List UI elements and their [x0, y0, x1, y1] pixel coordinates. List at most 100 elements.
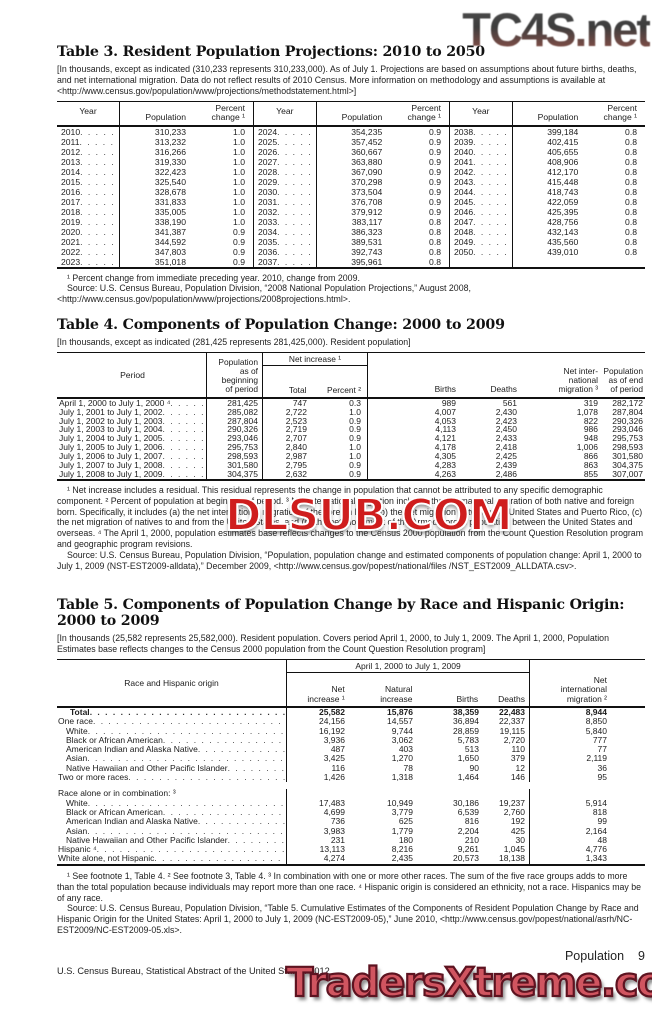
end-population-header: Population as of end of period	[603, 365, 643, 395]
table5: Race and Hispanic origin April 1, 2000 t…	[57, 658, 645, 866]
year-cell	[450, 256, 513, 267]
value-cell: 2,795	[285, 459, 307, 470]
table-row: July 1, 2006 to July 1, 2007 298,593 2,987…	[57, 452, 645, 461]
year-cell-label: 2034	[258, 226, 278, 237]
table-row: 2019 338,190 1.0 2033 383,117 0.8 2047 428,756 0…	[57, 216, 645, 227]
race-label-wrap: Asian	[57, 827, 286, 836]
leader-dots	[80, 217, 119, 227]
leader-dots	[473, 157, 512, 167]
year-cell: 2031	[254, 196, 317, 207]
value-cell: 282,172	[612, 397, 643, 408]
value-cell	[489, 789, 530, 799]
table-row: Black or African American 3,936 3,062 5,783…	[57, 735, 645, 746]
value-cell: 2,164	[585, 825, 607, 836]
percent-change-cell: 0.8	[625, 136, 637, 147]
population-cell: 310,233	[154, 126, 186, 137]
begin-population-header: Population as of beginning of period	[207, 352, 263, 397]
page-number: Population 9	[565, 949, 645, 963]
population-cell: 338,190	[154, 216, 186, 227]
value-cell: 287,804	[612, 406, 643, 417]
leader-dots	[277, 147, 316, 157]
year-block: 2047 428,756 0.8	[449, 216, 645, 227]
year-block	[449, 256, 645, 267]
race-label: Native Hawaiian and Other Pacific Island…	[66, 835, 228, 845]
leader-dots	[88, 799, 286, 808]
leader-dots	[80, 177, 119, 187]
leader-dots	[277, 167, 316, 177]
watermark-tradersxtreme: TradersXtreme.com	[285, 959, 652, 1007]
year-block: 2015 325,540 1.0	[57, 176, 253, 187]
year-cell-label: 2044	[454, 186, 474, 197]
watermark-tc4s: TC4S.net	[462, 3, 652, 56]
value-cell: 3,425	[323, 753, 345, 764]
year-block: 2041 408,906 0.8	[449, 156, 645, 167]
year-cell: 2035	[254, 236, 317, 247]
leader-dots	[473, 177, 512, 187]
leader-dots	[163, 443, 207, 452]
period-cell-label: July 1, 2007 to July 1, 2008	[59, 460, 163, 470]
footnote-text: ¹ Percent change from immediate precedin…	[67, 272, 360, 283]
value-cell: 2,632	[285, 468, 307, 479]
year-block-header: Year Population Percent change ¹	[253, 101, 449, 125]
value-cell: 14,557	[387, 716, 413, 727]
table5-title: Table 5. Components of Population Change…	[57, 597, 645, 630]
race-label-wrap: Two or more races	[57, 773, 286, 782]
year-cell-label: 2045	[454, 196, 474, 207]
period-cell: July 1, 2007 to July 1, 2008	[57, 460, 207, 470]
percent-change-cell: 1.0	[233, 216, 245, 227]
year-block: 2042 412,170 0.8	[449, 166, 645, 177]
net-international-migration-header: Net inter- national migration ³	[558, 365, 598, 395]
percent-change-cell: 0.8	[625, 196, 637, 207]
table4-body: April 1, 2000 to July 1, 2000 ⁴ 281,425 74…	[57, 397, 645, 479]
year-cell: 2038	[450, 126, 513, 137]
value-cell: 78	[403, 762, 413, 773]
value-cell: 2,722	[285, 406, 307, 417]
value-cell: 2,719	[285, 424, 307, 435]
population-cell: 383,117	[351, 216, 383, 227]
table-row: July 1, 2004 to July 1, 2005 293,046 2,707…	[57, 434, 645, 444]
table4-footnotes: ¹ Net increase includes a residual. This…	[57, 485, 645, 572]
table-row: Asian 3,983 1,779 2,204 425 2,164	[57, 825, 645, 836]
population-cell: 373,504	[351, 186, 383, 197]
table5-title-line1: Table 5. Components of Population Change…	[57, 596, 625, 613]
leader-dots	[473, 197, 512, 207]
table-row: 2017 331,833 1.0 2031 376,708 0.9 2045 422,059 0…	[57, 196, 645, 207]
leader-dots	[163, 808, 286, 817]
race-label-wrap: Race alone or in combination: ³	[57, 789, 286, 798]
year-cell: 2024	[254, 126, 317, 137]
race-label: White alone, not Hispanic	[58, 854, 155, 864]
race-label: Race alone or in combination: ³	[58, 789, 176, 799]
value-cell: 0.9	[311, 461, 368, 470]
year-header: Year	[57, 101, 120, 125]
year-cell: 2047	[450, 216, 513, 227]
population-cell: 354,235	[351, 126, 383, 137]
year-block: 2016 328,678 1.0	[57, 186, 253, 197]
percent-change-cell: 0.8	[429, 246, 441, 257]
percent-change-header: Percent change ¹	[211, 103, 245, 123]
value-cell: 2,523	[285, 415, 307, 426]
leader-dots	[163, 408, 207, 417]
value-cell: 9,744	[391, 725, 413, 736]
value-cell: 1,426	[323, 772, 345, 783]
year-block: 2046 425,395 0.8	[449, 206, 645, 217]
year-cell-label: 2031	[258, 196, 278, 207]
year-cell-label: 2046	[454, 206, 474, 217]
section-label: Population	[564, 949, 625, 963]
year-cell: 2026	[254, 146, 317, 157]
table-row: Asian 3,425 1,270 1,650 379 2,119	[57, 753, 645, 764]
table5-header: Race and Hispanic origin April 1, 2000 t…	[57, 659, 645, 708]
year-block: 2044 418,743 0.8	[449, 186, 645, 197]
value-cell: 36	[597, 762, 607, 773]
year-cell: 2050	[450, 246, 513, 257]
source-text: Source: U.S. Census Bureau, Population D…	[57, 283, 471, 305]
table-row: July 1, 2007 to July 1, 2008 301,580 2,795…	[57, 461, 645, 470]
table-row: White alone, not Hispanic 4,274 2,435 20,57…	[57, 853, 645, 864]
table-row: 2023 351,018 0.9 2037 395,961 0.8	[57, 256, 645, 267]
year-cell: 2033	[254, 216, 317, 227]
percent-change-cell: 1.0	[233, 156, 245, 167]
value-cell: 4,274	[323, 853, 345, 864]
value-cell: 287,804	[207, 416, 263, 426]
year-cell-label: 2050	[454, 246, 474, 257]
period-cell: April 1, 2000 to July 1, 2000 ⁴	[57, 398, 207, 408]
